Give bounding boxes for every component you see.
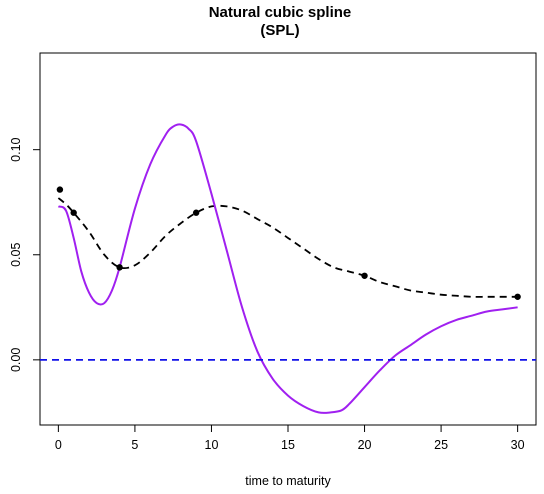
chart-subtitle: (SPL) [260,22,299,39]
x-axis-label: time to maturity [245,474,331,488]
y-tick-label: 0.00 [9,348,23,372]
x-tick-label: 15 [281,438,295,452]
data-point [70,209,77,216]
y-axis: 0.00 0.05 0.10 [9,137,40,372]
data-point [192,209,200,216]
y-tick-label: 0.10 [9,137,23,161]
data-point [361,272,368,279]
chart-title: Natural cubic spline [209,4,352,21]
dashed-spline-line [57,197,518,298]
data-point [116,264,123,271]
x-tick-label: 10 [205,438,219,452]
points-layer [56,186,521,300]
data-point [514,293,521,300]
x-tick-label: 0 [55,438,62,452]
x-tick-label: 20 [358,438,372,452]
y-tick-label: 0.05 [9,243,23,267]
purple-spline-line [57,123,518,414]
x-tick-label: 30 [511,438,525,452]
x-axis: 0 5 10 15 20 25 30 [55,425,525,452]
x-tick-label: 5 [131,438,138,452]
x-tick-label: 25 [434,438,448,452]
data-point [56,186,64,193]
series-layer [40,123,536,414]
